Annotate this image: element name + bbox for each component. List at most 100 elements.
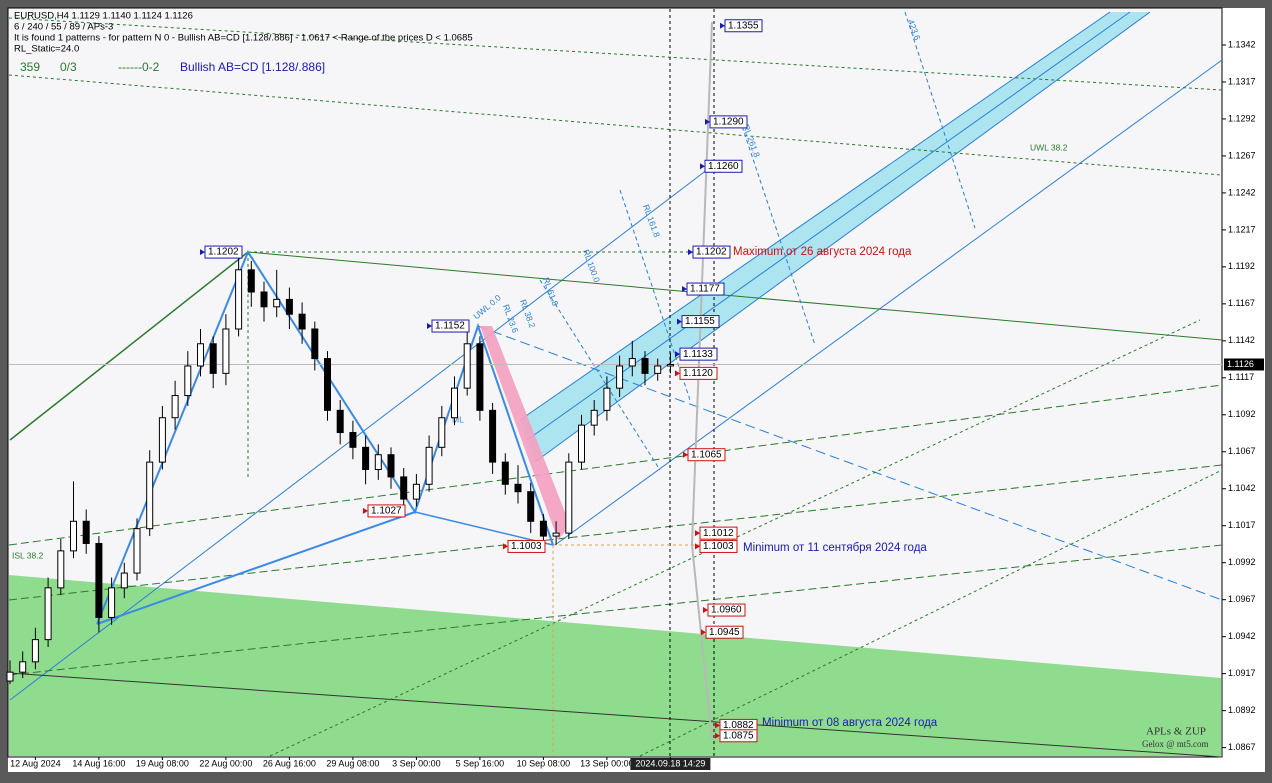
candle-body xyxy=(603,387,611,411)
candle-body xyxy=(260,291,268,308)
pattern-name: Bullish AB=CD [1.128/.886] xyxy=(180,60,325,74)
x-tick-label: 2024.09.18 14:29 xyxy=(635,758,705,768)
y-tick-label: 1.0967 xyxy=(1228,594,1256,604)
line-label: ISL 38.2 xyxy=(12,550,44,560)
x-tick-label: 10 Sep 08:00 xyxy=(517,758,571,768)
channel-band xyxy=(520,12,1150,462)
candle-body xyxy=(184,365,192,397)
candle-body xyxy=(197,343,204,367)
level-arrow xyxy=(363,507,368,514)
level-label: 1.0882 xyxy=(723,720,754,731)
candle-body xyxy=(666,363,674,367)
level-arrow xyxy=(427,323,432,330)
status: 359 xyxy=(20,60,40,74)
candle-body xyxy=(311,328,319,360)
level-label: 1.1155 xyxy=(685,316,715,327)
y-tick-label: 1.1142 xyxy=(1228,335,1255,345)
y-tick-label: 1.1192 xyxy=(1228,261,1255,271)
y-tick-label: 1.1242 xyxy=(1228,187,1256,197)
candle-body xyxy=(476,343,484,411)
candle-body xyxy=(489,409,497,463)
candle-body xyxy=(501,461,509,485)
y-tick-label: 1.1117 xyxy=(1228,372,1254,382)
level-arrow xyxy=(703,607,708,614)
candle-body xyxy=(336,409,344,434)
x-tick-label: 22 Aug 00:00 xyxy=(199,758,252,768)
candle-body xyxy=(539,520,547,537)
candle-body xyxy=(108,587,116,618)
y-tick-label: 1.0992 xyxy=(1228,557,1256,567)
level-label: 1.1355 xyxy=(728,20,759,31)
y-tick-label: 1.1217 xyxy=(1228,224,1256,234)
candle-body xyxy=(412,483,420,500)
level-label: 1.1012 xyxy=(703,528,734,539)
level-arrow xyxy=(200,249,205,256)
level-arrow xyxy=(705,118,710,125)
y-tick-label: 1.1042 xyxy=(1228,483,1256,493)
level-arrow xyxy=(503,543,508,550)
candle-body xyxy=(57,550,65,589)
candle-body xyxy=(209,343,217,374)
level-arrow xyxy=(701,629,706,636)
candle-body xyxy=(298,313,306,330)
candle-body xyxy=(514,483,522,493)
y-tick-label: 1.1092 xyxy=(1228,409,1256,419)
level-label: 1.0960 xyxy=(711,605,742,616)
level-label: 1.1152 xyxy=(435,321,465,332)
level-label: 1.1120 xyxy=(683,368,713,379)
annotation: Minimum от 11 сентября 2024 года xyxy=(743,542,927,554)
candle-body xyxy=(654,365,662,374)
candle-body xyxy=(247,269,255,293)
level-arrow xyxy=(677,318,682,325)
level-arrow xyxy=(700,163,705,170)
candle-body xyxy=(451,387,458,419)
drawings xyxy=(8,9,1223,758)
candle-body xyxy=(387,454,395,478)
level-label: 1.1177 xyxy=(690,284,720,295)
level-arrow xyxy=(695,530,700,537)
y-tick-label: 1.1317 xyxy=(1228,76,1256,86)
y-tick-label: 1.0892 xyxy=(1228,705,1256,715)
candle-body xyxy=(578,424,585,463)
y-tick-label: 1.0942 xyxy=(1228,631,1256,641)
candle-body xyxy=(374,454,382,471)
candle-body xyxy=(425,446,433,485)
y-tick-label: 1.1017 xyxy=(1228,520,1256,530)
candle-body xyxy=(222,328,230,374)
y-tick-label: 1.1292 xyxy=(1228,113,1256,123)
candle-body xyxy=(133,528,141,574)
level-arrow xyxy=(695,543,700,550)
y-tick-label: 1.0917 xyxy=(1228,668,1256,678)
candle-body xyxy=(31,639,39,663)
level-arrow xyxy=(682,286,687,293)
candle-body xyxy=(171,395,179,419)
x-tick-label: 5 Sep 16:00 xyxy=(456,758,505,768)
x-tick-label: 3 Sep 00:00 xyxy=(392,758,441,768)
candle-body xyxy=(552,532,560,537)
x-tick-label: 14 Aug 16:00 xyxy=(72,758,125,768)
candle-body xyxy=(362,446,370,471)
current-price-label: 1.1126 xyxy=(1227,359,1254,369)
x-tick-label: 12 Aug 2024 xyxy=(10,758,61,768)
status: 0/3 xyxy=(60,60,77,74)
x-tick-label: 13 Sep 00:00 xyxy=(580,758,634,768)
candle-body xyxy=(641,358,649,374)
candle-body xyxy=(158,417,166,463)
level-arrow xyxy=(675,370,680,377)
level-arrow xyxy=(688,249,693,256)
line-label: UWL 38.2 xyxy=(1030,142,1068,152)
watermark: APLs & ZUP xyxy=(1146,726,1206,738)
candle-body xyxy=(400,476,408,500)
level-arrow xyxy=(675,351,680,358)
header-line: It is found 1 patterns - for pattern N 0… xyxy=(14,33,473,44)
candle-body xyxy=(349,432,357,448)
level-label: 1.0875 xyxy=(723,730,754,741)
candle-body xyxy=(146,461,154,530)
time-cursor-box xyxy=(630,758,711,770)
candle-body xyxy=(273,298,281,308)
y-tick-label: 1.0867 xyxy=(1228,742,1256,752)
line-label: ML xyxy=(452,414,464,424)
candle-body xyxy=(120,572,128,589)
